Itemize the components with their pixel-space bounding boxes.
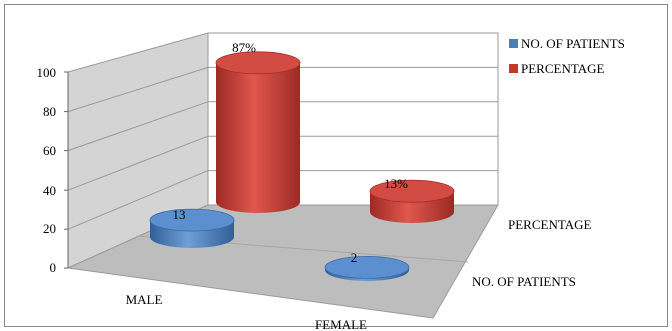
data-label-patients-female: 2 xyxy=(351,250,358,265)
legend-swatch-percentage xyxy=(509,64,518,73)
data-label-percentage-male: 87% xyxy=(232,40,256,55)
y-tick-label-60: 60 xyxy=(43,143,56,158)
y-tick-label-100: 100 xyxy=(37,65,57,80)
cylinder-top-percentage-male xyxy=(215,51,301,75)
legend-label-percentage: PERCENTAGE xyxy=(521,61,605,76)
gridline-side-60 xyxy=(67,101,209,152)
gridline-side-40 xyxy=(67,135,209,191)
y-tick-label-20: 20 xyxy=(43,221,56,236)
cylinder-top-percentage-female xyxy=(369,179,455,203)
cylinder-group xyxy=(149,51,455,281)
cylinder-top-patients-female xyxy=(324,255,410,279)
y-tick-label-80: 80 xyxy=(43,104,56,119)
y-tick-label-40: 40 xyxy=(43,183,56,198)
data-label-patients-male: 13 xyxy=(173,207,186,222)
cylinder-body-percentage-male xyxy=(216,62,300,213)
cylinder-top-patients-male xyxy=(149,208,235,232)
legend-swatch-patients xyxy=(509,39,518,48)
y-tick-label-0: 0 xyxy=(50,260,57,275)
category-label-male: MALE xyxy=(126,292,163,307)
gridline-side-80 xyxy=(67,66,209,113)
y-tick-marks xyxy=(64,71,68,269)
category-label-female: FEMALE xyxy=(315,317,367,331)
depth-label-patients: NO. OF PATIENTS xyxy=(472,274,576,289)
data-label-percentage-female: 13% xyxy=(384,176,408,191)
gridline-side-20 xyxy=(67,170,209,230)
legend-label-patients: NO. OF PATIENTS xyxy=(521,36,625,51)
depth-label-percentage: PERCENTAGE xyxy=(508,217,592,232)
